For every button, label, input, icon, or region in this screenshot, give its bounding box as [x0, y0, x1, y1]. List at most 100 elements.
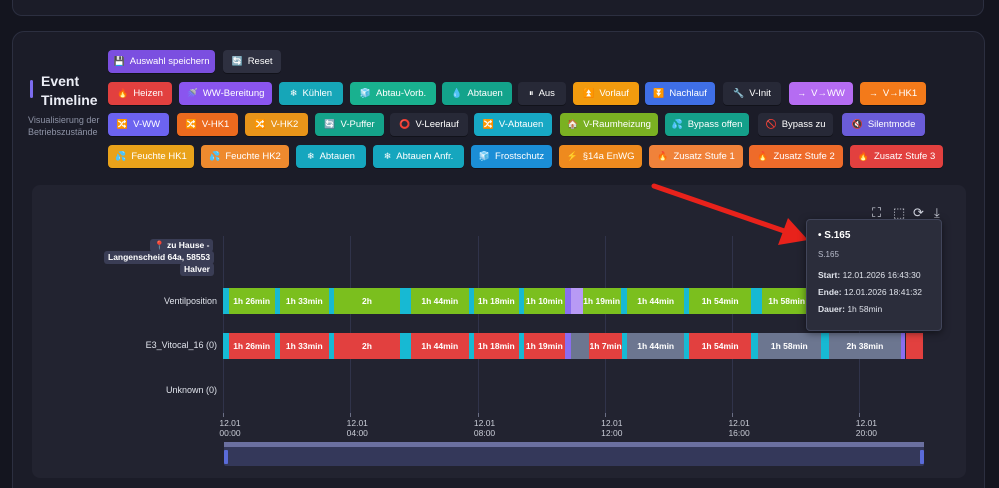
timeline-segment[interactable] [565, 333, 572, 359]
timeline-segment[interactable]: 1h 58min [761, 288, 812, 314]
filter-button-vorlauf[interactable]: ⏫ Vorlauf [573, 82, 639, 105]
zoom-select-icon[interactable]: ⛶ [872, 205, 882, 220]
timeline-segment[interactable] [571, 333, 589, 359]
timeline-segment[interactable] [905, 333, 923, 359]
timeline-segment[interactable] [751, 333, 758, 359]
filter-button-v-puffer[interactable]: 🔄 V-Puffer [315, 113, 384, 136]
timeline-segment[interactable]: 1h 18min [473, 333, 519, 359]
filter-button-aus[interactable]: ⏸ Aus [518, 82, 566, 105]
timeline-segment[interactable]: 1h 54min [689, 288, 752, 314]
timeline-segment[interactable]: 2h [334, 333, 400, 359]
timeline-segment[interactable] [900, 333, 906, 359]
slider-handle-right[interactable] [920, 450, 924, 464]
filter-button-frostschutz[interactable]: 🧊 Frostschutz [471, 145, 552, 168]
filter-icon: 🏠 [567, 119, 579, 129]
x-tick-mark [732, 413, 734, 417]
download-icon[interactable]: ⤓ [934, 205, 940, 220]
timeline-segment[interactable] [684, 288, 690, 314]
filter-button-abtauen[interactable]: ❄ Abtauen [296, 145, 366, 168]
timeline-segment[interactable] [518, 288, 524, 314]
timeline-segment[interactable]: 1h 44min [627, 288, 685, 314]
timeline-segment[interactable]: 1h 26min [228, 288, 275, 314]
filter-button-k-hlen[interactable]: ❄ Kühlen [279, 82, 343, 105]
slider-handle-left[interactable] [224, 450, 228, 464]
timeline-segment[interactable] [565, 288, 572, 314]
button-label: Auswahl speichern [129, 56, 210, 67]
timeline-segment[interactable] [399, 288, 411, 314]
timeline-segment[interactable]: 1h 33min [279, 333, 329, 359]
restore-icon[interactable]: ⟳ [913, 205, 924, 220]
tooltip-end: Ende: 12.01.2026 18:41:32 [818, 287, 922, 297]
reset-button[interactable]: 🔄 Reset [223, 50, 281, 73]
timeline-segment[interactable] [571, 288, 583, 314]
timeline-segment[interactable] [684, 333, 690, 359]
timeline-segment[interactable] [223, 333, 229, 359]
filter-icon: 🔀 [482, 119, 494, 129]
filter-button-v-ww[interactable]: → V→WW [789, 82, 853, 105]
panel-subtitle: Visualisierung der Betriebszustände [28, 115, 100, 137]
button-label: Aus [538, 88, 555, 99]
filter-button-v-hk2[interactable]: 🔀 V-HK2 [245, 113, 308, 136]
button-label: Abtau-Vorb. [376, 88, 427, 99]
filter-button-v-init[interactable]: 🔧 V-Init [723, 82, 781, 105]
filter-button-v-ww[interactable]: 🔀 V-WW [108, 113, 169, 136]
button-label: Abtauen [467, 88, 503, 99]
x-tick-mark [223, 413, 224, 417]
x-tick-label: 12.01 12:00 [592, 418, 632, 438]
timeline-segment[interactable]: 1h 44min [410, 333, 469, 359]
timeline-segment[interactable]: 1h 10min [523, 288, 566, 314]
filter-button-abtauen-anfr[interactable]: ❄ Abtauen Anfr. [373, 145, 464, 168]
filter-button-abtauen[interactable]: 💧 Abtauen [442, 82, 512, 105]
filter-button-heizen[interactable]: 🔥 Heizen [108, 82, 172, 105]
timeline-segment[interactable] [622, 333, 628, 359]
timeline-segment[interactable] [821, 333, 830, 359]
location-tag: Halver [180, 263, 214, 276]
save-selection-button[interactable]: 💾 Auswahl speichern [108, 50, 215, 73]
timeline-segment[interactable] [328, 333, 335, 359]
timeline-segment[interactable] [223, 288, 229, 314]
filter-button-v-abtauen[interactable]: 🔀 V-Abtauen [474, 113, 552, 136]
timeline-segment[interactable] [751, 288, 762, 314]
filter-button-v-raumheizung[interactable]: 🏠 V-Raumheizung [560, 113, 658, 136]
filter-button-feuchte-hk2[interactable]: 💦 Feuchte HK2 [201, 145, 289, 168]
filter-button-feuchte-hk1[interactable]: 💦 Feuchte HK1 [108, 145, 194, 168]
timeline-segment[interactable]: 1h 26min [228, 333, 275, 359]
filter-button-silentmode[interactable]: 🔇 Silentmode [842, 113, 925, 136]
filter-button-v-hk1[interactable]: → V→HK1 [860, 82, 926, 105]
timeline-segment[interactable]: 2h 38min [829, 333, 901, 359]
timeline-segment[interactable] [274, 333, 280, 359]
timeline-segment[interactable]: 1h 58min [757, 333, 822, 359]
datazoom-slider[interactable] [224, 442, 924, 466]
timeline-segment[interactable]: 2h [334, 288, 400, 314]
timeline-segment[interactable] [468, 288, 474, 314]
filter-button-14a-enwg[interactable]: ⚡ §14a EnWG [559, 145, 642, 168]
filter-button-v-hk1[interactable]: 🔀 V-HK1 [177, 113, 238, 136]
timeline-segment[interactable]: 1h 54min [689, 333, 752, 359]
timeline-segment[interactable] [274, 288, 280, 314]
filter-button-abtau-vorb[interactable]: 🧊 Abtau-Vorb. [350, 82, 436, 105]
filter-button-bypass-zu[interactable]: 🚫 Bypass zu [758, 113, 833, 136]
timeline-segment[interactable] [620, 288, 628, 314]
timeline-segment[interactable] [468, 333, 474, 359]
filter-button-nachlauf[interactable]: ⏬ Nachlauf [645, 82, 715, 105]
timeline-segment[interactable] [518, 333, 524, 359]
timeline-segment[interactable]: 1h 44min [627, 333, 685, 359]
x-tick-mark [859, 413, 861, 417]
timeline-segment[interactable]: 1h 19min [582, 288, 621, 314]
timeline-segment[interactable] [399, 333, 411, 359]
button-label: Abtauen Anfr. [396, 151, 454, 162]
timeline-segment[interactable]: 1h 33min [279, 288, 329, 314]
filter-button-zusatz-stufe-1[interactable]: 🔥 Zusatz Stufe 1 [649, 145, 743, 168]
filter-button-ww-bereitung[interactable]: 🚿 WW-Bereitung [179, 82, 272, 105]
filter-button-bypass-offen[interactable]: 💦 Bypass offen [665, 113, 749, 136]
filter-button-v-leerlauf[interactable]: ⭕ V-Leerlauf [390, 113, 468, 136]
timeline-segment[interactable]: 1h 18min [473, 288, 519, 314]
filter-button-zusatz-stufe-2[interactable]: 🔥 Zusatz Stufe 2 [749, 145, 843, 168]
timeline-segment[interactable]: 1h 19min [523, 333, 566, 359]
filter-button-zusatz-stufe-3[interactable]: 🔥 Zusatz Stufe 3 [850, 145, 943, 168]
x-tick-date: 12.01 [219, 418, 241, 428]
zoom-back-icon[interactable]: ⬚ [893, 205, 906, 220]
timeline-segment[interactable]: 1h 7min [588, 333, 623, 359]
timeline-segment[interactable]: 1h 44min [410, 288, 469, 314]
timeline-segment[interactable] [328, 288, 335, 314]
